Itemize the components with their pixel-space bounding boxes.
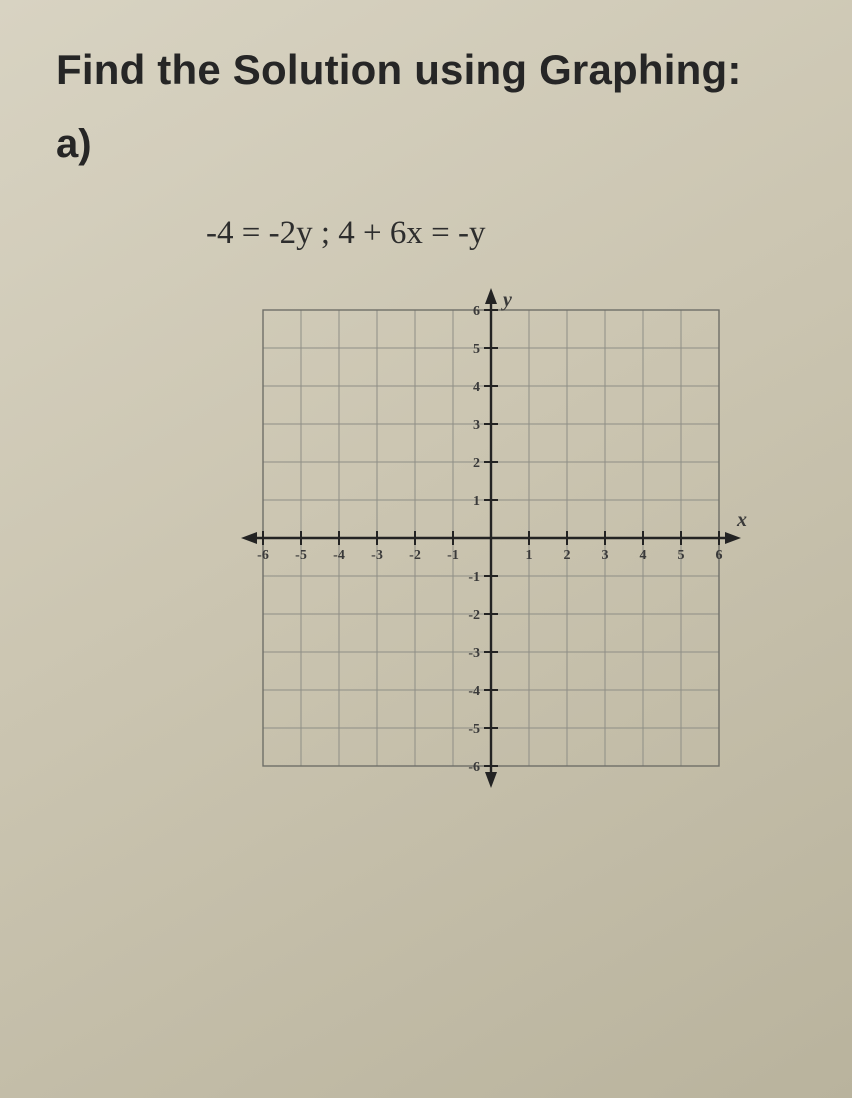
svg-text:-6: -6 — [257, 548, 269, 563]
svg-text:-6: -6 — [468, 760, 480, 775]
svg-text:3: 3 — [473, 418, 480, 433]
svg-text:6: 6 — [716, 548, 723, 563]
svg-text:2: 2 — [473, 456, 480, 471]
svg-text:2: 2 — [564, 548, 571, 563]
svg-text:-5: -5 — [295, 548, 307, 563]
svg-text:5: 5 — [473, 342, 480, 357]
svg-text:-5: -5 — [468, 722, 480, 737]
page-title: Find the Solution using Graphing: — [56, 46, 802, 94]
svg-text:-4: -4 — [333, 548, 345, 563]
svg-text:-3: -3 — [468, 646, 480, 661]
y-axis-label: y — [501, 289, 512, 311]
svg-text:1: 1 — [526, 548, 533, 563]
cartesian-graph: -6 -5 -4 -3 -2 -1 1 2 3 4 5 6 -6 -5 -4 -3 -2 -1 1 2 3 4 5 6 x y — [231, 278, 802, 803]
svg-text:-3: -3 — [371, 548, 383, 563]
graph-svg: -6 -5 -4 -3 -2 -1 1 2 3 4 5 6 -6 -5 -4 -3 -2 -1 1 2 3 4 5 6 x y — [231, 278, 751, 798]
svg-text:1: 1 — [473, 494, 480, 509]
svg-text:-4: -4 — [468, 684, 480, 699]
equation-text: -4 = -2y ; 4 + 6x = -y — [206, 215, 802, 252]
svg-text:3: 3 — [602, 548, 609, 563]
svg-text:4: 4 — [473, 380, 480, 395]
svg-text:5: 5 — [678, 548, 685, 563]
svg-text:-2: -2 — [468, 608, 480, 623]
part-label: a) — [56, 122, 802, 167]
svg-text:6: 6 — [473, 304, 480, 319]
x-axis-label: x — [736, 509, 747, 531]
svg-text:-1: -1 — [468, 570, 480, 585]
svg-text:-1: -1 — [447, 548, 459, 563]
svg-text:-2: -2 — [409, 548, 421, 563]
svg-text:4: 4 — [640, 548, 647, 563]
